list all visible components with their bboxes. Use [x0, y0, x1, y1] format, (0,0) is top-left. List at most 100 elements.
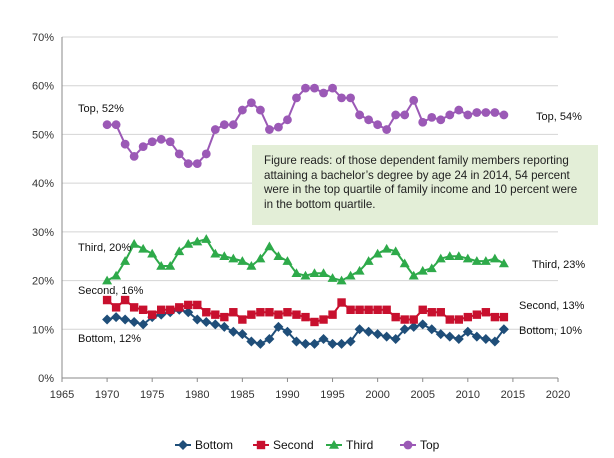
x-tick-label: 2005: [410, 389, 434, 401]
data-point-top: [346, 93, 355, 103]
data-point-top: [292, 93, 301, 103]
data-point-third: [354, 265, 365, 275]
data-point-third: [183, 239, 194, 248]
data-point-second: [202, 308, 211, 317]
data-point-top: [183, 159, 193, 169]
data-point-second: [175, 303, 184, 312]
data-point-third: [408, 270, 419, 280]
data-point-bottom: [183, 307, 194, 318]
data-point-second: [211, 310, 220, 319]
data-point-bottom: [309, 338, 320, 349]
data-point-top: [174, 149, 184, 159]
data-point-top: [364, 115, 374, 125]
data-point-third: [210, 248, 221, 258]
data-point-third: [399, 258, 410, 268]
data-point-third: [381, 243, 392, 253]
data-point-third: [120, 256, 131, 265]
data-point-bottom: [453, 334, 464, 345]
series-second: [102, 295, 509, 327]
data-point-top: [237, 105, 247, 115]
data-point-third: [174, 246, 185, 256]
end-label-top: Top, 54%: [536, 111, 582, 123]
data-point-bottom: [138, 319, 149, 330]
data-point-second: [391, 312, 400, 322]
data-point-second: [129, 303, 139, 312]
data-point-second: [427, 308, 436, 317]
data-point-top: [201, 149, 211, 159]
data-point-top: [481, 108, 491, 117]
data-point-second: [283, 308, 292, 317]
data-point-bottom: [192, 314, 203, 325]
x-tick-label: 1980: [185, 389, 209, 401]
axes: [61, 37, 558, 379]
data-point-third: [480, 256, 491, 265]
data-point-second: [436, 308, 445, 317]
data-point-bottom: [219, 321, 230, 332]
data-point-third: [165, 260, 176, 270]
x-axis-ticks: 1965 1970 1975 1980 1985 1990 1995 2000 2005 2010…: [50, 378, 570, 401]
data-point-top: [156, 134, 166, 144]
x-tick-label: 1995: [320, 389, 344, 401]
x-tick-label: 2000: [365, 389, 389, 401]
data-point-third: [345, 270, 356, 280]
data-point-second: [481, 308, 491, 317]
data-point-second: [184, 300, 193, 310]
data-point-second: [454, 315, 463, 324]
data-point-second: [355, 305, 364, 314]
data-point-second: [499, 312, 509, 322]
data-point-top: [472, 108, 482, 117]
data-point-bottom: [489, 336, 500, 347]
data-point-second: [229, 308, 238, 317]
data-point-bottom: [273, 321, 284, 332]
legend-item-second: Second: [253, 438, 314, 452]
data-point-third: [201, 234, 212, 243]
data-point-bottom: [399, 324, 410, 335]
data-point-second: [418, 305, 427, 314]
data-point-third: [282, 256, 293, 265]
series-third: [102, 234, 509, 285]
data-point-second: [292, 310, 301, 319]
data-point-top: [310, 83, 319, 93]
x-tick-label: 1975: [140, 389, 164, 401]
series-labels: Bottom, 12% Bottom, 10% Second, 16% Second,…: [78, 103, 585, 345]
data-point-second: [337, 298, 346, 307]
start-label-bottom: Bottom, 12%: [78, 333, 141, 345]
data-point-top: [192, 159, 202, 169]
data-point-third: [327, 273, 338, 282]
legend-label-top: Top: [420, 438, 440, 452]
data-point-bottom: [498, 324, 509, 335]
legend-label-third: Third: [346, 438, 373, 452]
data-point-bottom: [345, 336, 356, 347]
data-point-third: [471, 256, 482, 265]
data-point-top: [490, 108, 500, 117]
x-tick-label: 1985: [230, 389, 254, 401]
y-tick-label: 30%: [32, 227, 54, 239]
data-point-top: [301, 83, 310, 93]
data-point-bottom: [480, 334, 491, 345]
data-point-bottom: [372, 329, 383, 340]
data-point-top: [265, 125, 274, 134]
data-point-top: [373, 120, 383, 130]
y-tick-label: 20%: [32, 276, 54, 288]
data-point-bottom: [129, 316, 140, 327]
data-point-second: [120, 295, 130, 305]
y-tick-label: 40%: [32, 178, 54, 190]
data-point-second: [463, 312, 473, 322]
y-tick-label: 60%: [32, 81, 54, 93]
data-point-third: [255, 253, 266, 263]
data-point-bottom: [471, 331, 482, 342]
data-point-second: [472, 310, 482, 319]
x-tick-label: 2010: [456, 389, 480, 401]
data-point-bottom: [462, 326, 473, 337]
data-point-top: [111, 120, 121, 130]
figure-note: Figure reads: of those dependent family …: [252, 145, 598, 225]
data-point-bottom: [381, 331, 392, 342]
data-point-third: [372, 248, 383, 258]
data-point-third: [228, 253, 239, 263]
legend-label-second: Second: [273, 438, 314, 452]
data-point-top: [463, 110, 473, 120]
start-label-third: Third, 20%: [78, 242, 131, 254]
data-point-second: [310, 317, 319, 327]
data-point-top: [138, 142, 148, 152]
data-point-top: [246, 98, 256, 108]
